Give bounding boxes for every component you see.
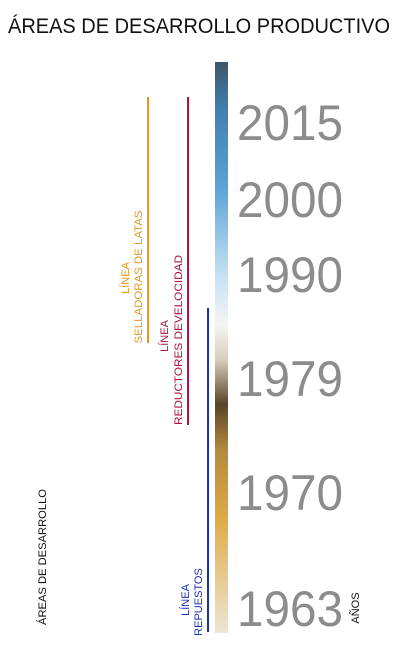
year: 2000	[237, 172, 343, 228]
year: 1963	[237, 581, 343, 637]
year: 1990	[237, 247, 343, 303]
line-label: LÍNEA	[179, 583, 192, 615]
year: 1979	[237, 351, 343, 407]
line-name: SELLADORAS DE LATAS	[133, 211, 145, 344]
year: 1970	[237, 465, 343, 521]
timeline-bar	[215, 62, 228, 633]
line-label: LÍNEA	[158, 319, 171, 351]
years: 2015 2000 1990 1979 1970 1963	[237, 95, 343, 637]
line-name: REDUCTORES DEVELOCIDAD	[173, 255, 185, 425]
line-name: REPUESTOS	[193, 568, 205, 636]
line-label: LÍNEA	[119, 261, 132, 293]
axis-label: AÑOS	[349, 592, 362, 623]
title: ÁREAS DE DESARROLLO PRODUCTIVO	[8, 15, 390, 38]
year: 2015	[237, 95, 343, 151]
left-label: ÁREAS DE DESARROLLO	[36, 489, 49, 625]
